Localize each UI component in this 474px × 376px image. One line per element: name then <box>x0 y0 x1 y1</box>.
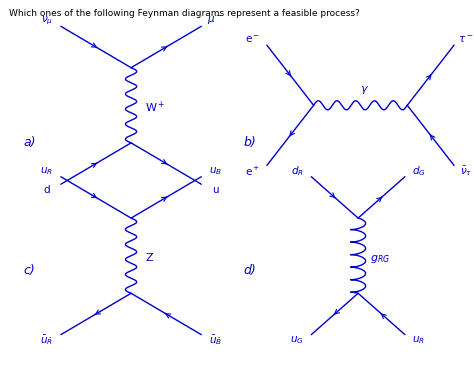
Text: d): d) <box>244 264 256 277</box>
Text: $g_{R\bar{G}}$: $g_{R\bar{G}}$ <box>370 253 390 265</box>
Text: $d_G$: $d_G$ <box>412 164 426 178</box>
Text: a): a) <box>23 136 36 149</box>
Text: $\nu_\mu$: $\nu_\mu$ <box>41 15 53 27</box>
Text: $\bar{u}_{\bar{R}}$: $\bar{u}_{\bar{R}}$ <box>40 333 54 347</box>
Text: $\bar{u}_{\bar{B}}$: $\bar{u}_{\bar{B}}$ <box>209 333 222 347</box>
Text: $u_B$: $u_B$ <box>209 165 222 177</box>
Text: $\gamma$: $\gamma$ <box>360 84 370 96</box>
Text: $\bar{\nu}_\tau$: $\bar{\nu}_\tau$ <box>460 164 472 178</box>
Text: $d_R$: $d_R$ <box>291 164 304 178</box>
Text: $u_G$: $u_G$ <box>291 334 304 346</box>
Text: $\tau^-$: $\tau^-$ <box>458 34 474 45</box>
Text: d: d <box>44 185 50 195</box>
Text: u: u <box>212 185 219 195</box>
Text: e$^+$: e$^+$ <box>245 165 260 177</box>
Text: Which ones of the following Feynman diagrams represent a feasible process?: Which ones of the following Feynman diag… <box>9 9 360 18</box>
Text: Z: Z <box>145 253 153 262</box>
Text: $\mu^-$: $\mu^-$ <box>207 14 223 27</box>
Text: e$^-$: e$^-$ <box>245 34 260 45</box>
Text: $u_R$: $u_R$ <box>412 334 426 346</box>
Text: W$^+$: W$^+$ <box>145 100 165 115</box>
Text: b): b) <box>244 136 256 149</box>
Text: c): c) <box>23 264 35 277</box>
Text: $u_R$: $u_R$ <box>40 165 53 177</box>
